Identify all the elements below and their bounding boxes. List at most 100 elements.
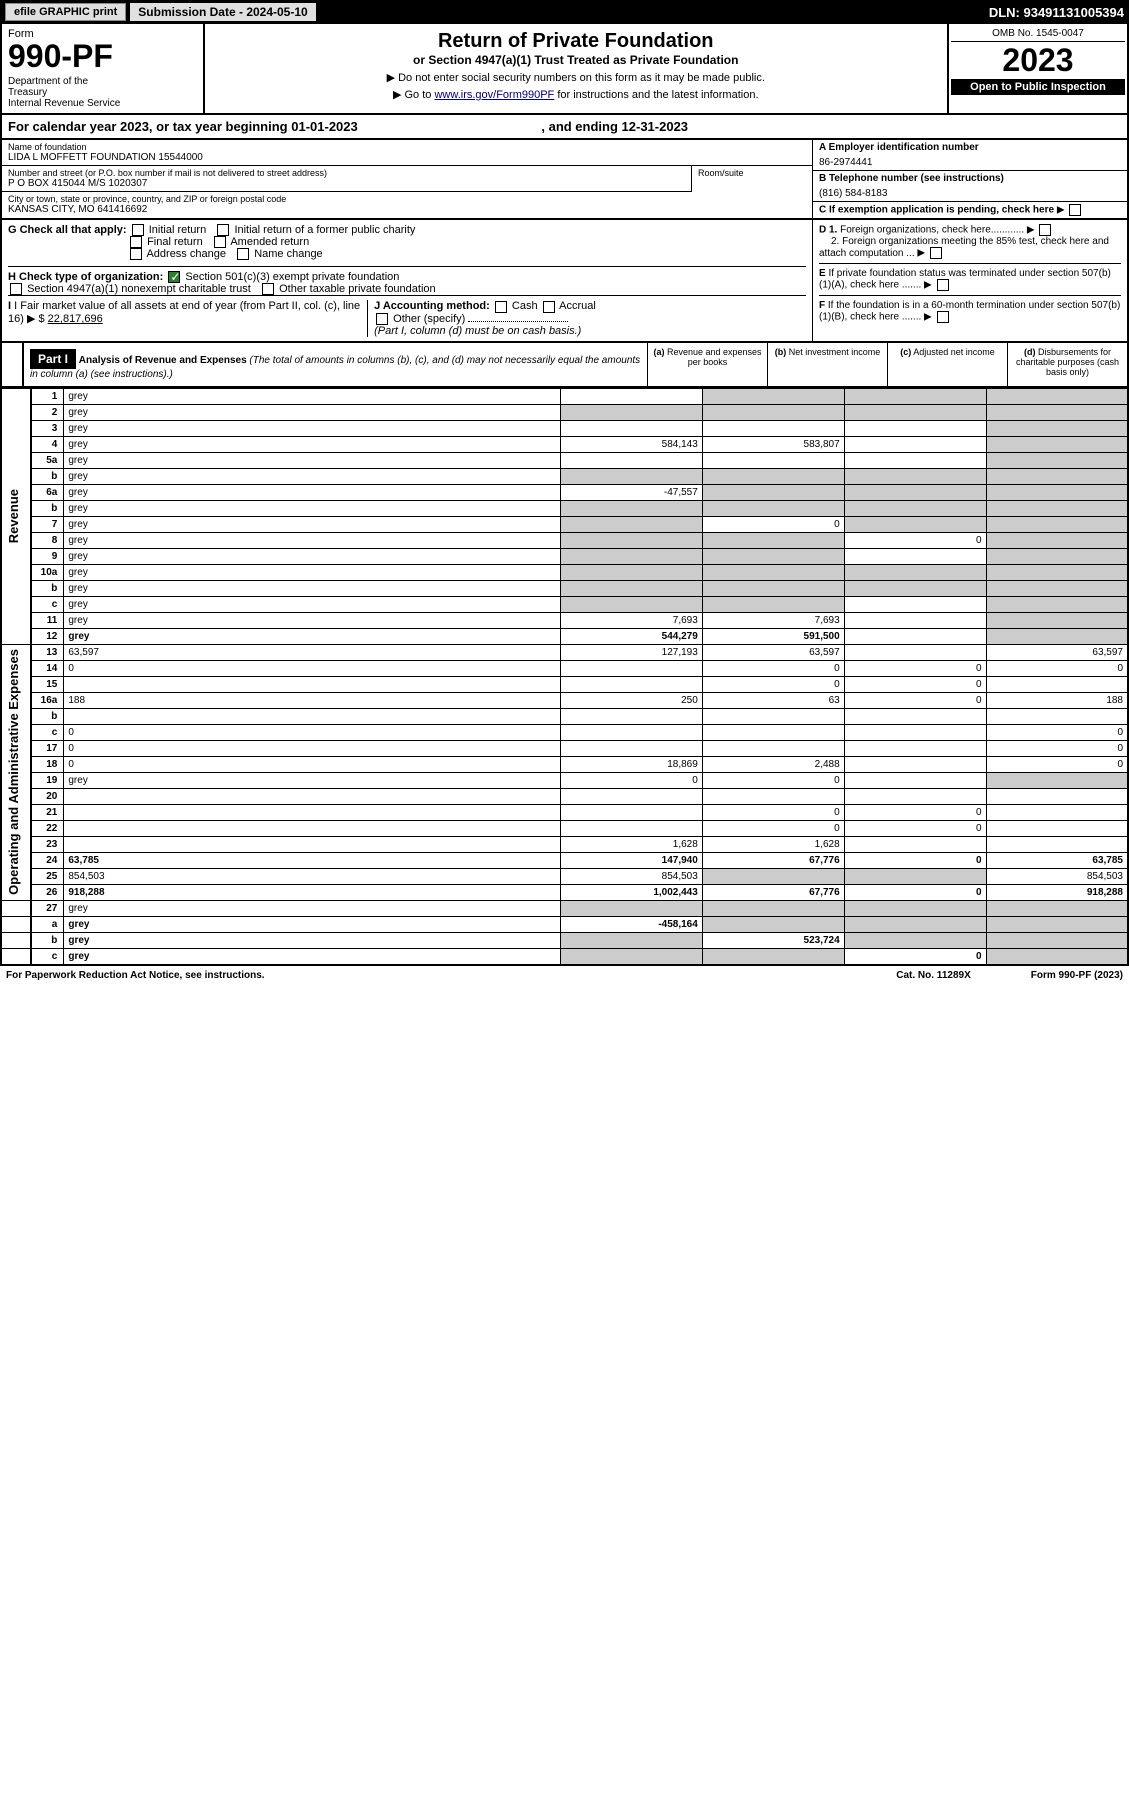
cell-value bbox=[844, 740, 986, 756]
cell-value: 147,940 bbox=[560, 852, 702, 868]
f-checkbox[interactable] bbox=[937, 311, 949, 323]
j2-checkbox[interactable] bbox=[543, 301, 555, 313]
row-num: 6a bbox=[31, 484, 64, 500]
d2-checkbox[interactable] bbox=[930, 247, 942, 259]
year-begin: 01-01-2023 bbox=[291, 119, 358, 134]
cell-grey bbox=[986, 484, 1128, 500]
row-desc: grey bbox=[64, 564, 561, 580]
cell-value: 0 bbox=[844, 852, 986, 868]
row-num: 14 bbox=[31, 660, 64, 676]
row-num: 9 bbox=[31, 548, 64, 564]
cell-value: 0 bbox=[560, 772, 702, 788]
e-checkbox[interactable] bbox=[937, 279, 949, 291]
cell-value bbox=[702, 708, 844, 724]
row-desc: grey bbox=[64, 932, 561, 948]
cell-value bbox=[560, 676, 702, 692]
section-label: Operating and Administrative Expenses bbox=[1, 644, 31, 900]
cell-grey bbox=[844, 516, 986, 532]
cell-value bbox=[702, 788, 844, 804]
row-desc: 63,785 bbox=[64, 852, 561, 868]
cell-grey bbox=[702, 388, 844, 404]
g5-checkbox[interactable] bbox=[130, 248, 142, 260]
j1-checkbox[interactable] bbox=[495, 301, 507, 313]
cell-value: 0 bbox=[986, 740, 1128, 756]
cell-value: 544,279 bbox=[560, 628, 702, 644]
row-num: b bbox=[31, 708, 64, 724]
row-desc: grey bbox=[64, 436, 561, 452]
cell-value: 67,776 bbox=[702, 852, 844, 868]
g4-checkbox[interactable] bbox=[214, 236, 226, 248]
d2-text: 2. Foreign organizations meeting the 85%… bbox=[819, 236, 1109, 259]
h-label: H Check type of organization: bbox=[8, 271, 163, 283]
row-num: c bbox=[31, 948, 64, 965]
row-num: 3 bbox=[31, 420, 64, 436]
col-b-header: (b) Net investment income bbox=[767, 343, 887, 386]
cell-value: 591,500 bbox=[702, 628, 844, 644]
row-num: 11 bbox=[31, 612, 64, 628]
cell-grey bbox=[844, 868, 986, 884]
h3-checkbox[interactable] bbox=[262, 283, 274, 295]
cell-value bbox=[844, 420, 986, 436]
cell-value bbox=[560, 452, 702, 468]
cell-grey bbox=[986, 580, 1128, 596]
g2-checkbox[interactable] bbox=[217, 224, 229, 236]
g1-checkbox[interactable] bbox=[132, 224, 144, 236]
g6-checkbox[interactable] bbox=[237, 248, 249, 260]
cell-value bbox=[702, 452, 844, 468]
cell-grey bbox=[986, 468, 1128, 484]
cell-grey bbox=[986, 772, 1128, 788]
cell-value: 63,785 bbox=[986, 852, 1128, 868]
irs-link[interactable]: www.irs.gov/Form990PF bbox=[434, 89, 554, 101]
row-desc: 63,597 bbox=[64, 644, 561, 660]
cell-grey bbox=[986, 548, 1128, 564]
cell-grey bbox=[560, 516, 702, 532]
efile-print-button[interactable]: efile GRAPHIC print bbox=[5, 3, 126, 21]
spacer bbox=[1, 916, 31, 932]
cell-grey bbox=[986, 932, 1128, 948]
cell-grey bbox=[844, 932, 986, 948]
cell-grey bbox=[702, 900, 844, 916]
h2-checkbox[interactable] bbox=[10, 283, 22, 295]
cell-value: 7,693 bbox=[560, 612, 702, 628]
cell-value bbox=[986, 804, 1128, 820]
cell-value: 1,628 bbox=[560, 836, 702, 852]
cell-value: 7,693 bbox=[702, 612, 844, 628]
col-a-header: (a) Revenue and expenses per books bbox=[647, 343, 767, 386]
cell-grey bbox=[560, 900, 702, 916]
tax-year: 2023 bbox=[951, 42, 1125, 79]
part1-label: Part I bbox=[30, 349, 76, 369]
calendar-year-row: For calendar year 2023, or tax year begi… bbox=[0, 115, 1129, 140]
omb-number: OMB No. 1545-0047 bbox=[951, 26, 1125, 42]
d1-checkbox[interactable] bbox=[1039, 224, 1051, 236]
c-checkbox[interactable] bbox=[1069, 204, 1081, 216]
cell-value: 0 bbox=[702, 820, 844, 836]
cell-value: 854,503 bbox=[560, 868, 702, 884]
row-desc: 0 bbox=[64, 724, 561, 740]
row-num: 20 bbox=[31, 788, 64, 804]
cell-value: 250 bbox=[560, 692, 702, 708]
cell-value: 0 bbox=[844, 884, 986, 900]
col-d-header: (d) Disbursements for charitable purpose… bbox=[1007, 343, 1127, 386]
cell-grey bbox=[986, 388, 1128, 404]
row-num: 2 bbox=[31, 404, 64, 420]
j3-checkbox[interactable] bbox=[376, 313, 388, 325]
cell-value: 0 bbox=[844, 820, 986, 836]
row-num: 5a bbox=[31, 452, 64, 468]
cell-value: 18,869 bbox=[560, 756, 702, 772]
g3-checkbox[interactable] bbox=[130, 236, 142, 248]
row-num: c bbox=[31, 724, 64, 740]
h1-checkbox[interactable] bbox=[168, 271, 180, 283]
row-desc: grey bbox=[64, 772, 561, 788]
cell-value bbox=[560, 804, 702, 820]
row-num: b bbox=[31, 580, 64, 596]
cell-value bbox=[702, 420, 844, 436]
cell-value bbox=[844, 772, 986, 788]
name-label: Name of foundation bbox=[8, 142, 806, 152]
cell-grey bbox=[844, 500, 986, 516]
cell-value bbox=[844, 756, 986, 772]
cell-grey bbox=[844, 404, 986, 420]
row-num: 23 bbox=[31, 836, 64, 852]
row-num: 21 bbox=[31, 804, 64, 820]
cell-grey bbox=[702, 468, 844, 484]
cell-value: 0 bbox=[986, 724, 1128, 740]
